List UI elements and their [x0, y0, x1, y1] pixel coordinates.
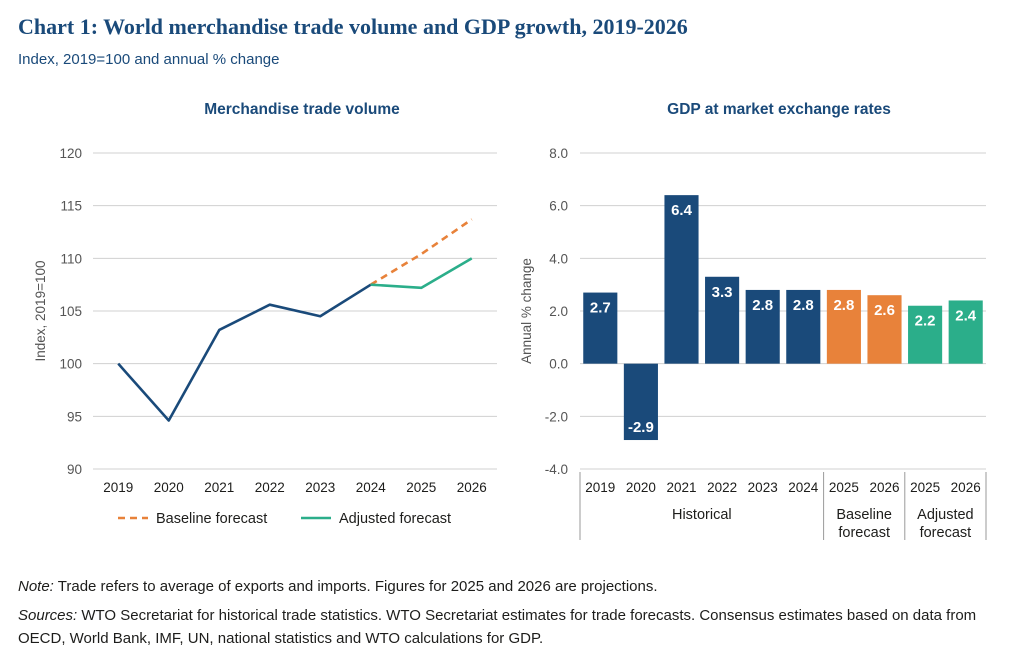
- group-label: Baseline: [836, 507, 892, 523]
- baseline-series-line: [370, 218, 473, 286]
- adjusted-bar-2025: [908, 305, 943, 364]
- baseline-bar-2026: [867, 295, 902, 364]
- y-tick-label: -4.0: [545, 462, 568, 477]
- baseline-legend-label: Baseline forecast: [156, 511, 267, 527]
- chart-title: Chart 1: World merchandise trade volume …: [18, 14, 688, 39]
- group-label: Adjusted: [917, 507, 973, 523]
- y-tick-label: 95: [67, 409, 82, 424]
- y-tick-label: -2.0: [545, 409, 568, 424]
- y-axis-label: Annual % change: [519, 258, 534, 364]
- group-label: forecast: [920, 525, 972, 541]
- adjusted-legend-label: Adjusted forecast: [339, 511, 451, 527]
- y-axis-label: Index, 2019=100: [33, 261, 48, 362]
- adjusted-bar-2026: [948, 300, 983, 364]
- y-tick-label: 0.0: [549, 357, 568, 372]
- group-label: forecast: [838, 525, 890, 541]
- historical-bar-2022: [705, 276, 740, 364]
- y-tick-label: 115: [60, 199, 82, 214]
- chart-subtitle: Index, 2019=100 and annual % change: [18, 51, 280, 68]
- historical-series-line: [117, 283, 372, 422]
- note-line: Note: Trade refers to average of exports…: [18, 575, 1008, 598]
- bar-data-label: 6.4: [671, 202, 693, 219]
- x-tick-label: 2024: [788, 480, 819, 495]
- bar-data-label: 2.8: [793, 297, 814, 314]
- x-tick-label: 2020: [626, 480, 656, 495]
- x-tick-label: 2024: [356, 480, 387, 495]
- x-tick-label: 2025: [406, 480, 436, 495]
- bar-data-label: 2.2: [915, 313, 936, 330]
- baseline-bar-2025: [826, 289, 861, 364]
- y-tick-label: 120: [59, 146, 82, 161]
- historical-bar-2020: [623, 363, 658, 441]
- bar-data-label: 2.8: [833, 297, 854, 314]
- sources-label: Sources:: [18, 607, 78, 624]
- x-tick-label: 2022: [255, 480, 285, 495]
- y-tick-label: 4.0: [549, 251, 568, 266]
- right-panel-title: GDP at market exchange rates: [667, 101, 891, 118]
- bar-data-label: 2.7: [590, 300, 611, 317]
- y-tick-label: 8.0: [549, 146, 568, 161]
- left-panel-title: Merchandise trade volume: [204, 101, 400, 118]
- x-tick-label: 2021: [204, 480, 234, 495]
- sources-text: WTO Secretariat for historical trade sta…: [18, 607, 977, 647]
- sources-line: Sources: WTO Secretariat for historical …: [18, 604, 1008, 650]
- x-tick-label: 2021: [666, 480, 696, 495]
- x-tick-label: 2026: [457, 480, 487, 495]
- x-tick-label: 2019: [103, 480, 133, 495]
- y-tick-label: 2.0: [549, 304, 568, 319]
- x-tick-label: 2025: [829, 480, 859, 495]
- bar-data-label: 2.6: [874, 302, 895, 319]
- y-tick-label: 6.0: [549, 199, 568, 214]
- x-tick-label: 2022: [707, 480, 737, 495]
- note-text: Trade refers to average of exports and i…: [53, 578, 658, 595]
- x-tick-label: 2026: [951, 480, 981, 495]
- historical-bar-2021: [664, 195, 699, 364]
- x-tick-label: 2023: [748, 480, 778, 495]
- y-tick-label: 100: [59, 357, 82, 372]
- historical-bar-2023: [745, 289, 780, 364]
- gdp-bar-chart: -4.0 -2.0 0.0 2.0 4.0 6.0 8.0 Annual % change 2.…: [519, 146, 987, 541]
- historical-bar-2019: [583, 292, 618, 364]
- adjusted-series-line: [370, 257, 473, 290]
- bar-data-label: 2.8: [752, 297, 773, 314]
- x-tick-label: 2019: [585, 480, 615, 495]
- x-tick-label: 2023: [305, 480, 335, 495]
- x-tick-label: 2025: [910, 480, 940, 495]
- x-tick-label: 2026: [869, 480, 899, 495]
- bar-data-label: 3.3: [712, 284, 733, 301]
- group-label: Historical: [672, 507, 732, 523]
- y-tick-label: 105: [59, 304, 82, 319]
- y-tick-label: 90: [67, 462, 82, 477]
- note-label: Note:: [18, 578, 54, 595]
- bar-data-label: 2.4: [955, 307, 977, 324]
- y-tick-label: 110: [60, 251, 82, 266]
- trade-volume-line-chart: 90 95 100 105 110 115 120 2019 2020 2021 2022 2023 2…: [33, 146, 497, 527]
- x-tick-label: 2020: [154, 480, 184, 495]
- historical-bar-2024: [786, 289, 821, 364]
- bar-data-label: -2.9: [628, 419, 654, 436]
- notes-block: Note: Trade refers to average of exports…: [18, 575, 1008, 656]
